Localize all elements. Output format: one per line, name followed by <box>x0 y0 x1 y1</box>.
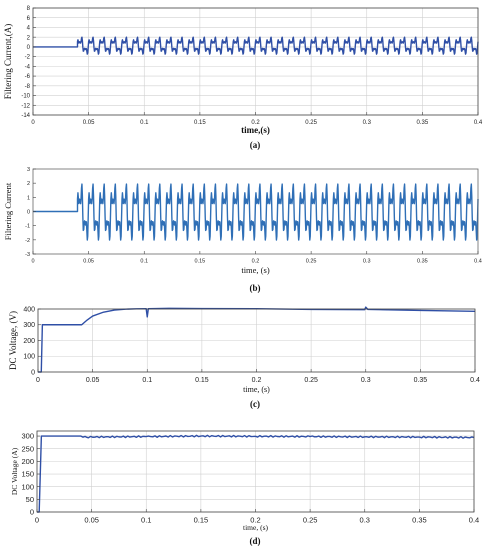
x-tick-label: 0.4 <box>474 259 482 265</box>
x-tick-label: 0.1 <box>141 516 151 525</box>
y-tick-label: 300 <box>21 432 34 441</box>
y-tick-label: 200 <box>21 457 34 466</box>
panel-caption: (d) <box>250 536 261 546</box>
y-tick-label: -3 <box>25 252 30 258</box>
x-tick-label: 0.2 <box>252 377 262 384</box>
chart-panel-b: 0 0.05 0.1 0.15 0.2 0.25 0.3 0.35 0.4 -3 -2 -1 0 1 2 3 t… <box>3 167 482 293</box>
y-axis-label: Filtering Current,(A) <box>3 24 13 100</box>
x-tick-label: 0 <box>35 516 39 525</box>
panel-caption: (b) <box>250 283 261 293</box>
y-axis-label: Filtering Current <box>3 182 13 240</box>
x-tick-label: 0 <box>31 259 34 265</box>
x-tick-label: 0.4 <box>470 377 480 384</box>
x-tick-label: 0.05 <box>86 377 100 384</box>
y-tick-label: 150 <box>21 470 34 479</box>
series-line <box>33 183 479 241</box>
x-tick-label: 0.25 <box>303 516 318 525</box>
x-tick-label: 0.15 <box>195 259 206 265</box>
x-tick-label: 0.1 <box>140 259 148 265</box>
y-tick-label: 100 <box>21 482 34 491</box>
chart-panel-a: 0 0.05 0.1 0.15 0.2 0.25 0.3 0.35 0.4 -14 -12 -10 -8… <box>3 6 483 150</box>
y-tick-label: 3 <box>27 167 30 173</box>
x-tick-label: 0.25 <box>305 120 317 126</box>
x-tick-label: 0.1 <box>142 377 152 384</box>
x-tick-label: 0.4 <box>469 516 479 525</box>
x-tick-label: 0.3 <box>361 377 371 384</box>
y-tick-label: -4 <box>25 64 31 70</box>
x-axis-label: time, (s) <box>243 385 270 394</box>
y-tick-label: 6 <box>27 16 31 22</box>
y-tick-label: -2 <box>25 55 31 61</box>
x-axis-label: time, (s) <box>243 523 268 532</box>
chart-panel-d: 0 0.05 0.1 0.15 0.2 0.25 0.3 0.35 0.4 0 50 100 150 20… <box>10 430 479 546</box>
series-line <box>37 434 475 513</box>
x-tick-label: 0.4 <box>474 120 483 126</box>
y-tick-label: -2 <box>25 238 30 244</box>
y-tick-label: 0 <box>31 369 35 376</box>
y-tick-label: -8 <box>25 84 31 90</box>
y-tick-label: -14 <box>21 113 30 119</box>
y-tick-label: -10 <box>21 94 30 100</box>
y-tick-label: 0 <box>27 45 31 51</box>
y-tick-label: 0 <box>27 209 30 215</box>
y-tick-label: 100 <box>23 354 35 361</box>
x-tick-label: 0.2 <box>250 516 260 525</box>
x-tick-label: 0.35 <box>412 516 427 525</box>
y-tick-label: 2 <box>27 181 30 187</box>
y-tick-label: 50 <box>26 495 34 504</box>
x-axis-label: time,(s) <box>241 125 270 135</box>
x-tick-label: 0.05 <box>84 516 99 525</box>
x-tick-label: 0.35 <box>417 120 429 126</box>
chart-panel-c: 0 0.05 0.1 0.15 0.2 0.25 0.3 0.35 0.4 0 100 200 300 4… <box>8 306 480 409</box>
y-tick-label: 4 <box>27 26 31 32</box>
x-tick-label: 0.15 <box>195 377 209 384</box>
x-tick-label: 0.3 <box>360 516 370 525</box>
x-tick-label: 0.2 <box>252 259 260 265</box>
panel-caption: (a) <box>250 140 261 150</box>
series-line <box>33 36 479 55</box>
x-tick-label: 0.15 <box>194 516 209 525</box>
x-tick-label: 0.15 <box>194 120 206 126</box>
x-tick-label: 0.3 <box>363 259 371 265</box>
panel-caption: (c) <box>250 399 260 409</box>
y-tick-label: 0 <box>30 508 34 517</box>
y-tick-label: -1 <box>25 224 30 230</box>
x-tick-label: 0.3 <box>363 120 372 126</box>
y-tick-label: -12 <box>21 103 30 109</box>
y-axis-label: DC Voltage, (V) <box>8 311 18 370</box>
x-tick-label: 0.25 <box>306 259 317 265</box>
x-tick-label: 0.35 <box>414 377 428 384</box>
x-axis-label: time, (s) <box>241 265 269 275</box>
y-tick-label: 1 <box>27 195 30 201</box>
y-tick-label: -6 <box>25 74 31 80</box>
x-tick-label: 0.25 <box>304 377 318 384</box>
x-tick-label: 0.35 <box>417 259 428 265</box>
x-tick-label: 0.1 <box>140 120 149 126</box>
series-line <box>38 306 476 373</box>
y-tick-label: 8 <box>27 6 31 12</box>
y-tick-label: 400 <box>23 306 35 313</box>
y-tick-label: 300 <box>23 322 35 329</box>
y-tick-label: 2 <box>27 35 31 41</box>
x-tick-label: 0.2 <box>251 120 260 126</box>
y-axis-label: DC Voltage (A) <box>10 447 19 495</box>
y-tick-label: 200 <box>23 338 35 345</box>
y-tick-label: 250 <box>21 444 34 453</box>
x-tick-label: 0 <box>31 120 35 126</box>
x-tick-label: 0.05 <box>83 120 95 126</box>
x-tick-label: 0.05 <box>83 259 94 265</box>
x-tick-label: 0 <box>36 377 40 384</box>
